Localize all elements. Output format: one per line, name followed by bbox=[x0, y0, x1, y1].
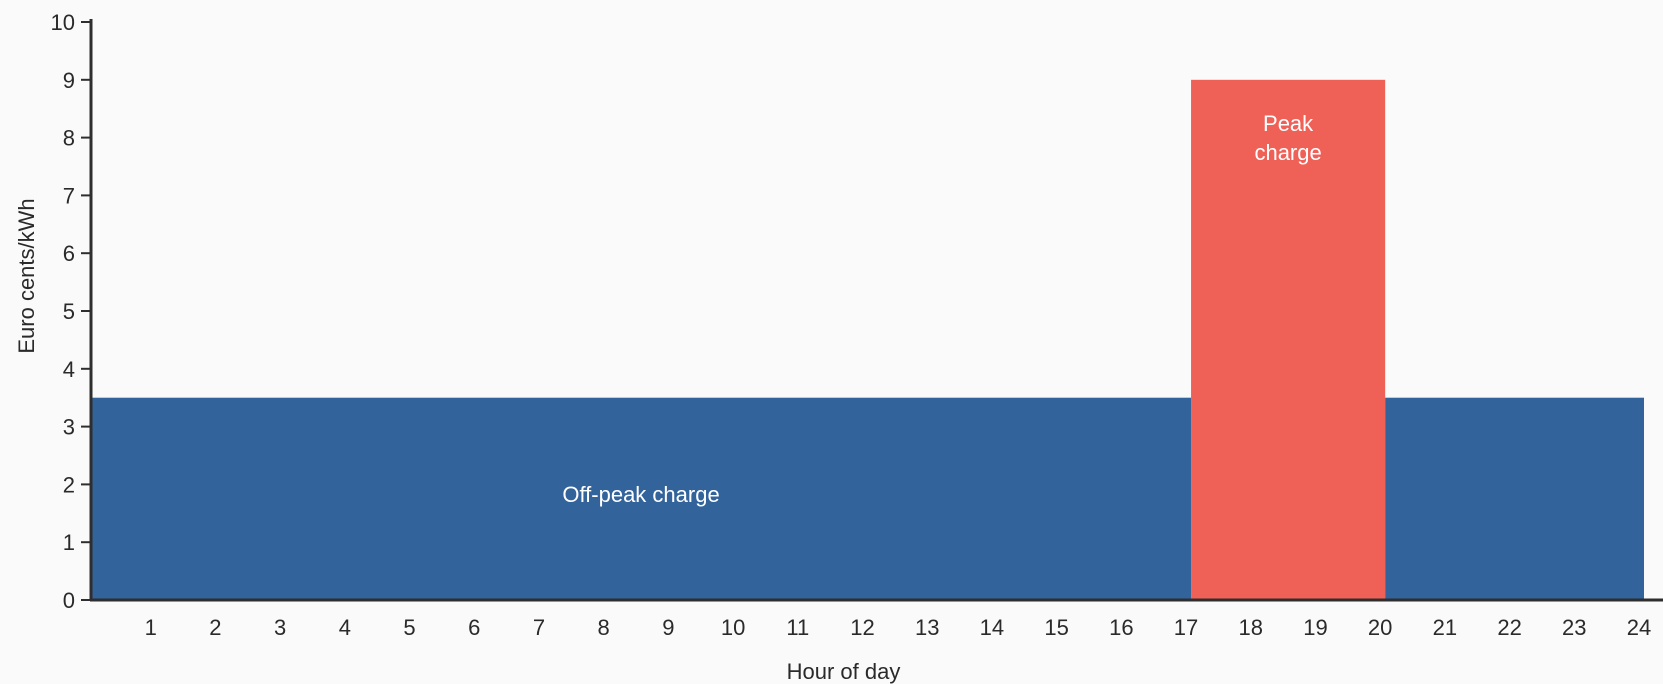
y-tick-label: 2 bbox=[63, 472, 75, 497]
x-tick-label: 21 bbox=[1433, 615, 1457, 640]
x-tick-label: 6 bbox=[468, 615, 480, 640]
y-axis-title: Euro cents/kWh bbox=[14, 198, 39, 353]
x-axis-title: Hour of day bbox=[787, 659, 901, 684]
x-tick-label: 3 bbox=[274, 615, 286, 640]
y-ticks-layer: 0 1 2 3 4 5 6 7 8 9 10 bbox=[51, 10, 91, 613]
band-label-0: Off-peak charge bbox=[562, 482, 719, 507]
x-tick-label: 16 bbox=[1109, 615, 1133, 640]
x-tick-label: 10 bbox=[721, 615, 745, 640]
x-tick-label: 13 bbox=[915, 615, 939, 640]
x-tick-label: 17 bbox=[1174, 615, 1198, 640]
y-tick-label: 4 bbox=[63, 357, 75, 382]
x-tick-label: 11 bbox=[786, 615, 809, 640]
y-tick-label: 9 bbox=[63, 68, 75, 93]
x-tick-label: 22 bbox=[1497, 615, 1521, 640]
bands-layer bbox=[91, 79, 1644, 601]
y-tick-label: 7 bbox=[63, 183, 75, 208]
y-tick-label: 3 bbox=[63, 415, 75, 440]
band-label-line-1-1: charge bbox=[1254, 140, 1321, 165]
x-tick-label: 4 bbox=[339, 615, 351, 640]
x-ticks-layer: 1 2 3 4 5 6 7 8 9 10 11 12 13 14 15 16 17 18 19 20 21 22 23 24 bbox=[145, 615, 1652, 640]
band-2 bbox=[1385, 397, 1644, 600]
band-label-line-1-0: Peak bbox=[1263, 111, 1314, 136]
x-tick-label: 8 bbox=[598, 615, 610, 640]
y-tick-label: 1 bbox=[63, 530, 75, 555]
y-tick-label: 10 bbox=[51, 10, 75, 35]
band-label-1: Peak charge bbox=[1254, 111, 1321, 165]
y-tick-label: 5 bbox=[63, 299, 75, 324]
band-labels-layer: Off-peak charge Peak charge bbox=[562, 111, 1321, 507]
x-tick-label: 9 bbox=[662, 615, 674, 640]
y-tick-label: 0 bbox=[63, 588, 75, 613]
x-tick-label: 1 bbox=[145, 615, 157, 640]
band-0 bbox=[91, 397, 1192, 600]
x-tick-label: 5 bbox=[403, 615, 415, 640]
x-tick-label: 7 bbox=[533, 615, 545, 640]
x-tick-label: 2 bbox=[209, 615, 221, 640]
x-tick-label: 12 bbox=[850, 615, 874, 640]
x-tick-label: 15 bbox=[1044, 615, 1068, 640]
x-tick-label: 19 bbox=[1303, 615, 1327, 640]
y-tick-label: 6 bbox=[63, 241, 75, 266]
y-tick-label: 8 bbox=[63, 126, 75, 151]
band-1 bbox=[1191, 79, 1386, 601]
x-tick-label: 24 bbox=[1627, 615, 1651, 640]
x-tick-label: 23 bbox=[1562, 615, 1586, 640]
x-tick-label: 14 bbox=[980, 615, 1004, 640]
x-tick-label: 20 bbox=[1368, 615, 1392, 640]
x-tick-label: 18 bbox=[1239, 615, 1263, 640]
